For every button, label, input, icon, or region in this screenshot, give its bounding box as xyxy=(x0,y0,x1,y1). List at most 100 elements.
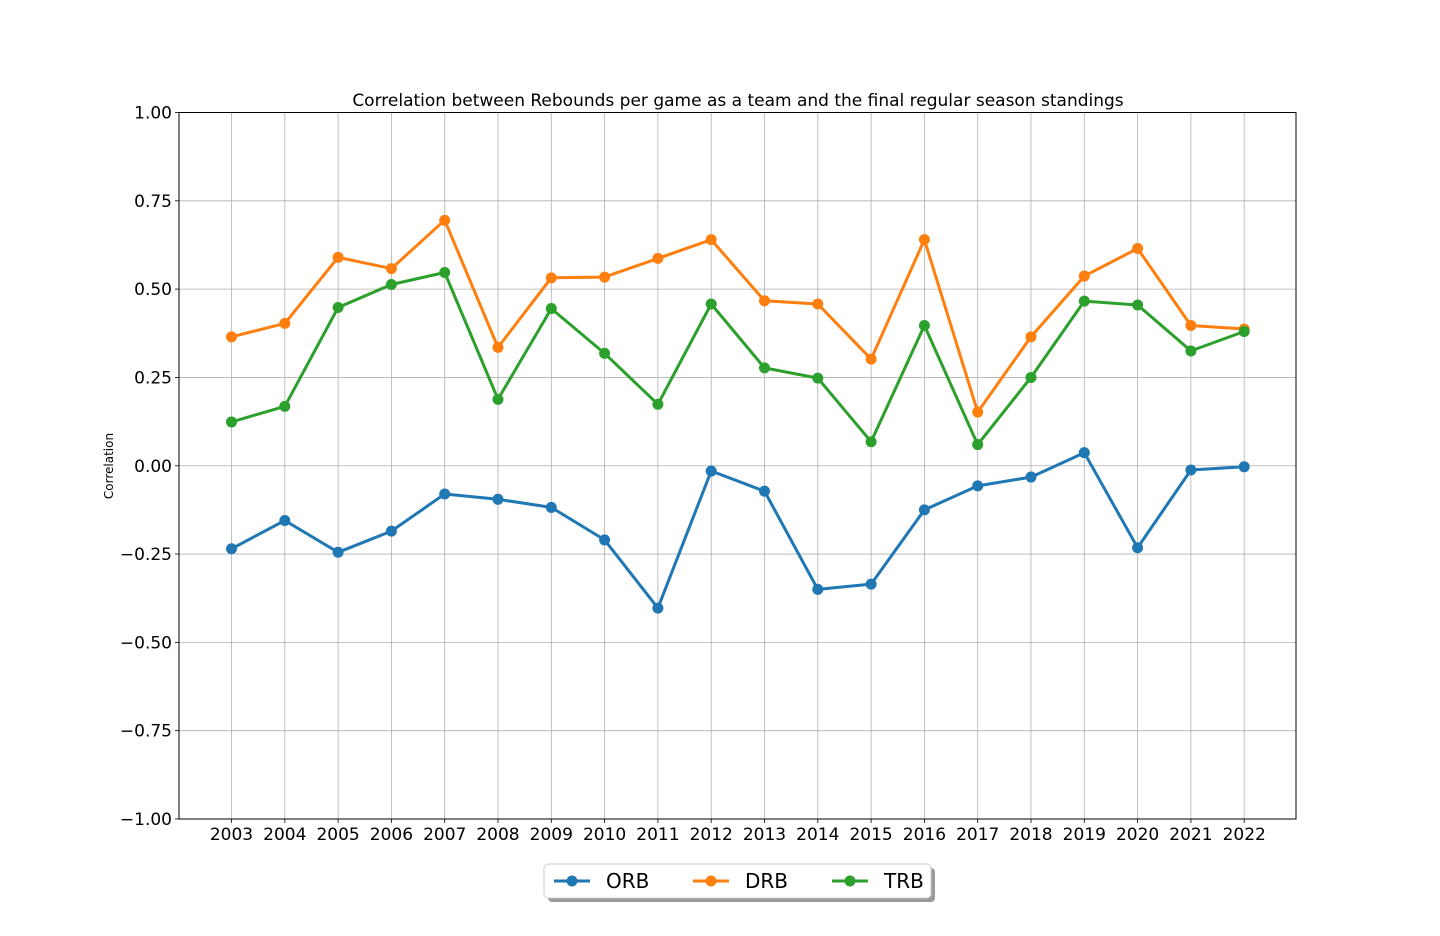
x-axis-ticks: 2003 2004 2005 2006 2007 2008 2009 2010 2011 2012… xyxy=(210,819,1266,845)
x-tick-label: 2018 xyxy=(1009,825,1052,845)
x-tick-label: 2003 xyxy=(210,825,253,845)
orb-point xyxy=(599,534,611,546)
y-tick-label: 0.00 xyxy=(134,457,172,477)
y-axis-ticks: 1.00 0.75 0.50 0.25 0.00 −0.25 −0.50 −0.75 −1.00 xyxy=(120,104,179,830)
orb-point xyxy=(918,504,930,516)
legend-label-drb: DRB xyxy=(745,869,788,893)
x-tick-label: 2009 xyxy=(530,825,573,845)
drb-point xyxy=(385,263,397,275)
legend-box xyxy=(543,863,932,899)
y-tick-label: −0.25 xyxy=(120,545,172,565)
trb-point xyxy=(652,398,664,410)
drb-point xyxy=(492,341,504,353)
x-tick-label: 2021 xyxy=(1169,825,1212,845)
series-lines xyxy=(226,214,1250,614)
y-tick-label: 0.50 xyxy=(134,280,172,300)
drb-point xyxy=(972,406,984,418)
drb-point xyxy=(439,214,451,226)
trb-point xyxy=(226,416,237,428)
orb-point xyxy=(226,543,237,555)
orb-point xyxy=(652,602,664,614)
trb-point xyxy=(545,303,557,315)
orb-point xyxy=(705,465,717,477)
x-tick-label: 2012 xyxy=(690,825,733,845)
orb-point xyxy=(492,493,504,505)
trb-point xyxy=(1132,299,1144,311)
trb-point xyxy=(918,320,930,332)
drb-point xyxy=(545,272,557,284)
series-orb xyxy=(226,447,1250,614)
drb-point xyxy=(918,234,930,246)
y-tick-label: −0.50 xyxy=(120,633,172,653)
orb-point xyxy=(1238,461,1250,473)
x-tick-label: 2020 xyxy=(1116,825,1159,845)
drb-point xyxy=(865,353,877,365)
orb-point xyxy=(385,525,397,537)
trb-line xyxy=(231,271,1245,447)
x-tick-label: 2010 xyxy=(583,825,626,845)
trb-point xyxy=(759,362,770,374)
x-tick-label: 2013 xyxy=(743,825,786,845)
orb-point xyxy=(279,515,291,527)
trb-point xyxy=(385,279,397,291)
trb-point xyxy=(705,298,717,310)
grid-lines xyxy=(179,112,1296,820)
x-tick-label: 2014 xyxy=(796,825,839,845)
legend-label-orb: ORB xyxy=(606,869,649,893)
orb-point xyxy=(332,546,344,558)
x-tick-label: 2007 xyxy=(423,825,466,845)
orb-line xyxy=(230,451,1245,610)
orb-point xyxy=(545,501,557,513)
orb-point xyxy=(1132,542,1144,554)
trb-point xyxy=(492,393,504,405)
drb-point xyxy=(812,298,824,310)
y-axis-label: Correlation xyxy=(102,433,116,499)
trb-point xyxy=(1238,326,1250,338)
trb-point xyxy=(812,372,824,384)
drb-point xyxy=(1078,270,1090,282)
drb-point xyxy=(332,251,344,263)
x-tick-label: 2004 xyxy=(263,825,306,845)
orb-point xyxy=(1025,471,1037,483)
orb-point xyxy=(759,485,770,497)
trb-point xyxy=(439,267,451,279)
series-trb xyxy=(226,267,1250,451)
legend-marker-orb xyxy=(566,875,578,887)
orb-point xyxy=(1078,447,1090,459)
x-tick-label: 2016 xyxy=(903,825,946,845)
orb-point xyxy=(865,578,877,590)
y-tick-label: −1.00 xyxy=(120,810,172,830)
x-tick-label: 2005 xyxy=(316,825,359,845)
drb-point xyxy=(1132,243,1144,255)
x-tick-label: 2008 xyxy=(476,825,519,845)
trb-point xyxy=(279,400,291,412)
trb-point xyxy=(865,436,877,448)
drb-point xyxy=(705,234,717,246)
chart-title: Correlation between Rebounds per game as… xyxy=(352,91,1123,111)
trb-point xyxy=(972,439,984,451)
x-tick-label: 2019 xyxy=(1063,825,1106,845)
x-tick-label: 2011 xyxy=(636,825,679,845)
y-tick-label: −0.75 xyxy=(120,722,172,742)
legend-label-trb: TRB xyxy=(883,869,924,893)
x-tick-label: 2015 xyxy=(849,825,892,845)
trb-point xyxy=(599,347,611,359)
trb-point xyxy=(1185,345,1197,357)
orb-point xyxy=(972,480,984,492)
legend-marker-drb xyxy=(705,875,717,887)
drb-point xyxy=(1185,320,1197,332)
drb-point xyxy=(279,317,291,329)
orb-point xyxy=(1185,464,1197,476)
y-tick-label: 1.00 xyxy=(134,104,172,124)
orb-point xyxy=(439,488,451,500)
y-tick-label: 0.25 xyxy=(134,368,172,388)
x-tick-label: 2006 xyxy=(370,825,413,845)
legend: ORB DRB TRB xyxy=(543,863,935,902)
drb-point xyxy=(1025,331,1037,343)
y-tick-label: 0.75 xyxy=(134,192,172,212)
drb-point xyxy=(226,331,237,343)
drb-point xyxy=(759,295,770,307)
trb-point xyxy=(1025,371,1037,383)
legend-items: ORB DRB TRB xyxy=(554,869,924,893)
